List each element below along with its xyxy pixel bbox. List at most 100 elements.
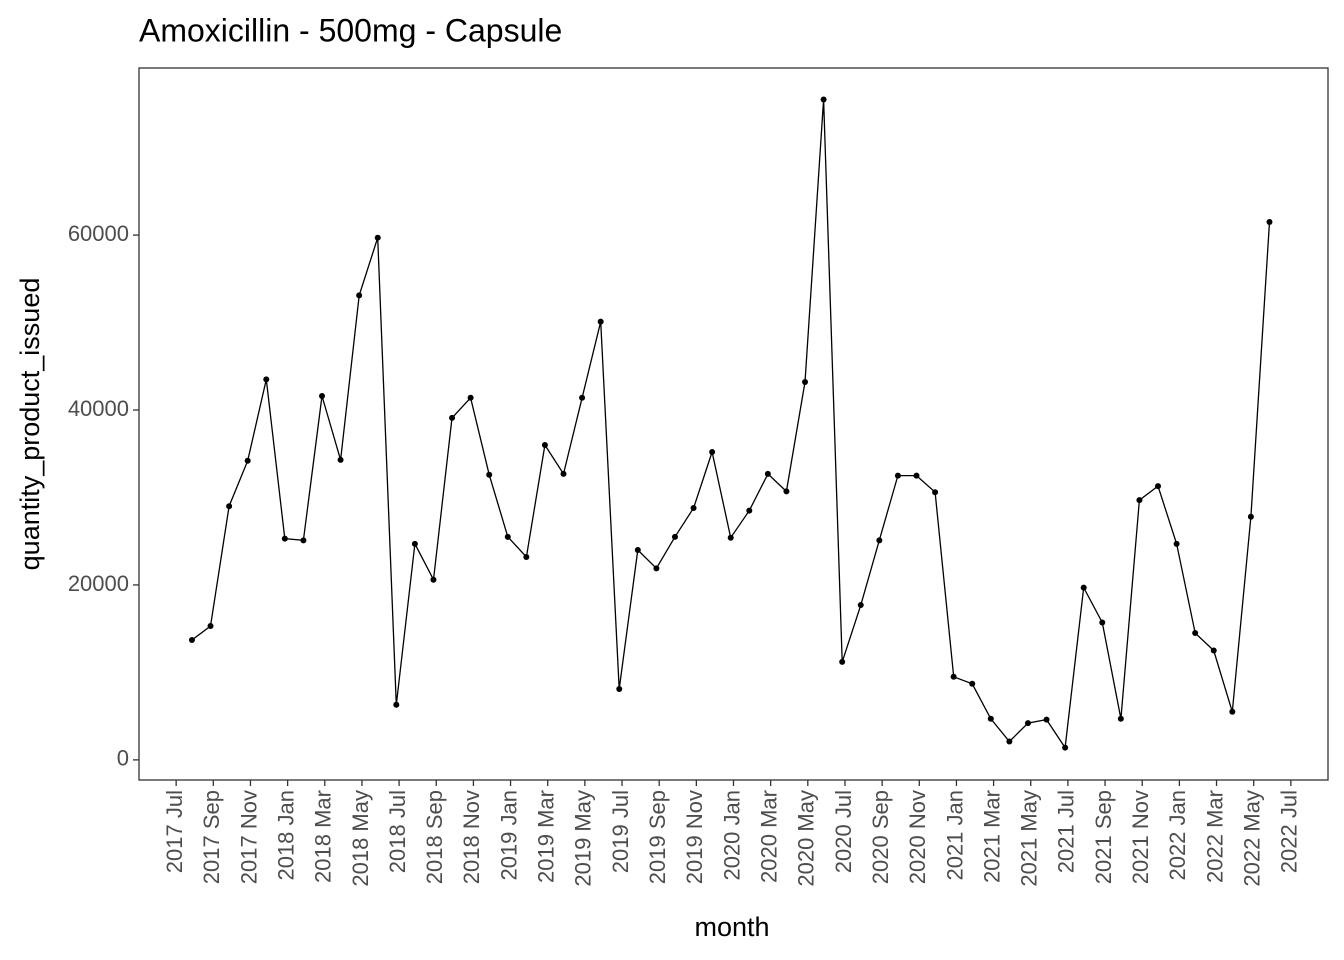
- data-point: [1043, 716, 1050, 723]
- x-tick-label: 2019 Sep: [645, 790, 670, 884]
- data-point: [1155, 483, 1162, 490]
- data-point: [207, 623, 214, 630]
- data-point: [783, 488, 790, 495]
- x-tick-label: 2021 Jan: [942, 790, 967, 881]
- data-point: [263, 376, 270, 383]
- data-point: [318, 393, 325, 400]
- x-tick-label: 2019 Nov: [682, 790, 707, 884]
- y-tick-label: 0: [117, 746, 129, 771]
- data-point: [1210, 647, 1217, 654]
- x-tick-label: 2018 May: [348, 790, 373, 887]
- data-point: [634, 546, 641, 553]
- data-point: [1006, 738, 1013, 745]
- data-point: [541, 441, 548, 448]
- x-tick-label: 2020 Mar: [756, 790, 781, 883]
- data-point: [1266, 218, 1273, 225]
- x-tick-label: 2018 Mar: [311, 790, 336, 883]
- x-tick-label: 2022 May: [1240, 790, 1265, 887]
- x-tick-label: 2019 Jul: [608, 790, 633, 873]
- data-point: [1247, 513, 1254, 520]
- plot-panel: [138, 67, 1329, 781]
- data-point: [467, 394, 474, 401]
- x-tick-label: 2019 Mar: [534, 790, 559, 883]
- data-point: [987, 715, 994, 722]
- data-point: [523, 553, 530, 560]
- x-tick-label: 2020 Jan: [719, 790, 744, 881]
- data-point: [300, 537, 307, 544]
- data-point: [1173, 540, 1180, 547]
- data-point: [1080, 584, 1087, 591]
- data-point: [1024, 720, 1031, 727]
- data-point: [374, 234, 381, 241]
- x-tick-label: 2019 Jan: [496, 790, 521, 881]
- data-point: [1117, 715, 1124, 722]
- x-tick-label: 2018 Jul: [385, 790, 410, 873]
- data-line: [191, 99, 1271, 750]
- data-point: [839, 658, 846, 665]
- data-point: [449, 414, 456, 421]
- x-tick-label: 2022 Mar: [1202, 790, 1227, 883]
- data-point: [746, 507, 753, 514]
- data-point: [560, 470, 567, 477]
- data-point: [950, 673, 957, 680]
- data-point: [579, 394, 586, 401]
- data-point: [486, 471, 493, 478]
- x-tick-label: 2018 Sep: [422, 790, 447, 884]
- data-point: [876, 537, 883, 544]
- data-point: [671, 533, 678, 540]
- y-tick-label: 40000: [68, 396, 129, 421]
- data-point: [932, 489, 939, 496]
- x-tick-label: 2021 Sep: [1091, 790, 1116, 884]
- y-tick-label: 20000: [68, 571, 129, 596]
- x-tick-label: 2020 Sep: [868, 790, 893, 884]
- data-point: [616, 686, 623, 693]
- data-point: [411, 540, 418, 547]
- data-point: [709, 448, 716, 455]
- data-point: [226, 503, 233, 510]
- data-point: [913, 472, 920, 479]
- data-point: [727, 534, 734, 541]
- data-point: [430, 576, 437, 583]
- data-point: [281, 535, 288, 542]
- data-point: [1099, 619, 1106, 626]
- x-tick-label: 2019 May: [571, 790, 596, 887]
- chart-title: Amoxicillin - 500mg - Capsule: [139, 12, 562, 48]
- x-tick-label: 2020 May: [794, 790, 819, 887]
- x-tick-label: 2018 Jan: [273, 790, 298, 881]
- x-tick-label: 2017 Nov: [236, 790, 261, 884]
- data-point: [1062, 744, 1069, 751]
- x-axis-title: month: [694, 912, 769, 942]
- data-point: [597, 318, 604, 325]
- data-point: [653, 565, 660, 572]
- y-tick-label: 60000: [68, 221, 129, 246]
- data-point: [894, 472, 901, 479]
- data-point: [857, 602, 864, 609]
- x-tick-label: 2022 Jul: [1277, 790, 1302, 873]
- data-point: [1136, 497, 1143, 504]
- x-tick-label: 2021 Jul: [1054, 790, 1079, 873]
- data-point: [969, 680, 976, 687]
- data-point: [802, 379, 809, 386]
- data-point: [337, 456, 344, 463]
- x-tick-label: 2022 Jan: [1165, 790, 1190, 881]
- x-tick-label: 2017 Jul: [162, 790, 187, 873]
- data-point: [504, 533, 511, 540]
- data-point: [1229, 708, 1236, 715]
- data-point: [393, 701, 400, 708]
- x-tick-label: 2021 Mar: [979, 790, 1004, 883]
- x-tick-label: 2021 May: [1017, 790, 1042, 887]
- data-point: [764, 470, 771, 477]
- data-point: [690, 504, 697, 511]
- y-axis-title: quantity_product_issued: [15, 278, 45, 571]
- data-point: [188, 637, 195, 644]
- x-tick-label: 2020 Nov: [905, 790, 930, 884]
- x-tick-label: 2020 Jul: [831, 790, 856, 873]
- data-point: [356, 292, 363, 299]
- x-tick-label: 2018 Nov: [459, 790, 484, 884]
- x-tick-label: 2021 Nov: [1128, 790, 1153, 884]
- data-point: [820, 96, 827, 103]
- x-tick-label: 2017 Sep: [199, 790, 224, 884]
- data-point: [1192, 630, 1199, 637]
- data-point: [244, 457, 251, 464]
